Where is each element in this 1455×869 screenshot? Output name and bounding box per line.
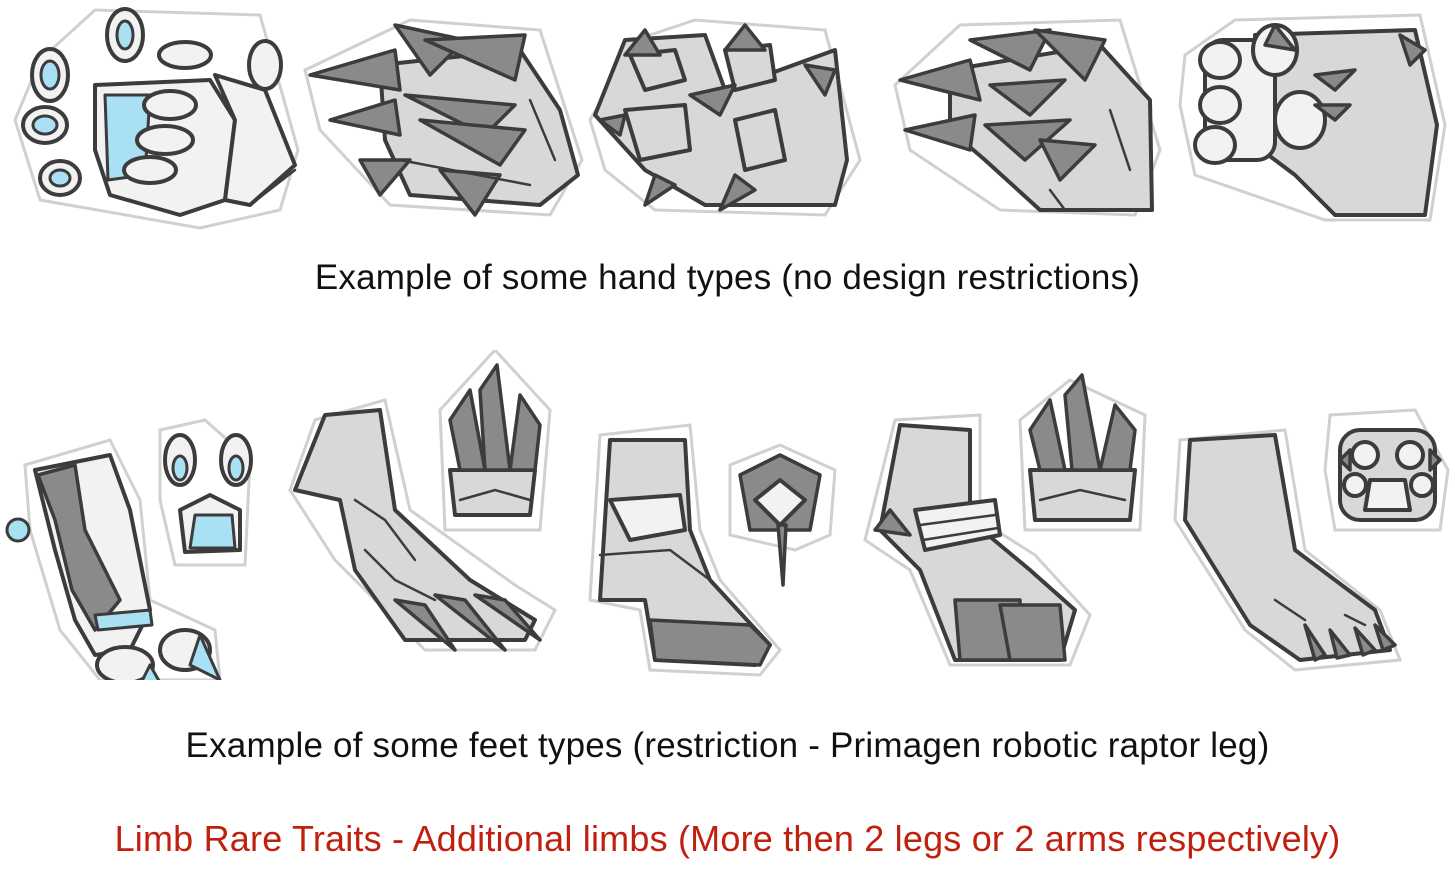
clawed-cuffed-foot-illustration	[863, 373, 1147, 667]
raptor-talon-foot-illustration	[288, 350, 557, 652]
padded-paw-foot-illustration	[1173, 408, 1450, 672]
scaled-claw-hand-illustration	[893, 18, 1162, 217]
hand-types-row	[0, 0, 1455, 240]
padded-paw-hand-illustration	[1178, 13, 1447, 222]
spiked-claw-hand-illustration	[303, 18, 584, 217]
robotic-hand-illustration	[13, 7, 300, 230]
robotic-raptor-foot-illustration	[5, 418, 253, 680]
feet-types-row	[0, 340, 1455, 680]
feet-types-caption: Example of some feet types (restriction …	[185, 726, 1270, 765]
clawed-paw-hand-illustration	[588, 18, 862, 217]
hoof-foot-illustration	[588, 423, 837, 677]
limb-rare-traits-caption: Limb Rare Traits - Additional limbs (Mor…	[114, 818, 1341, 859]
hand-types-caption: Example of some hand types (no design re…	[314, 258, 1141, 297]
